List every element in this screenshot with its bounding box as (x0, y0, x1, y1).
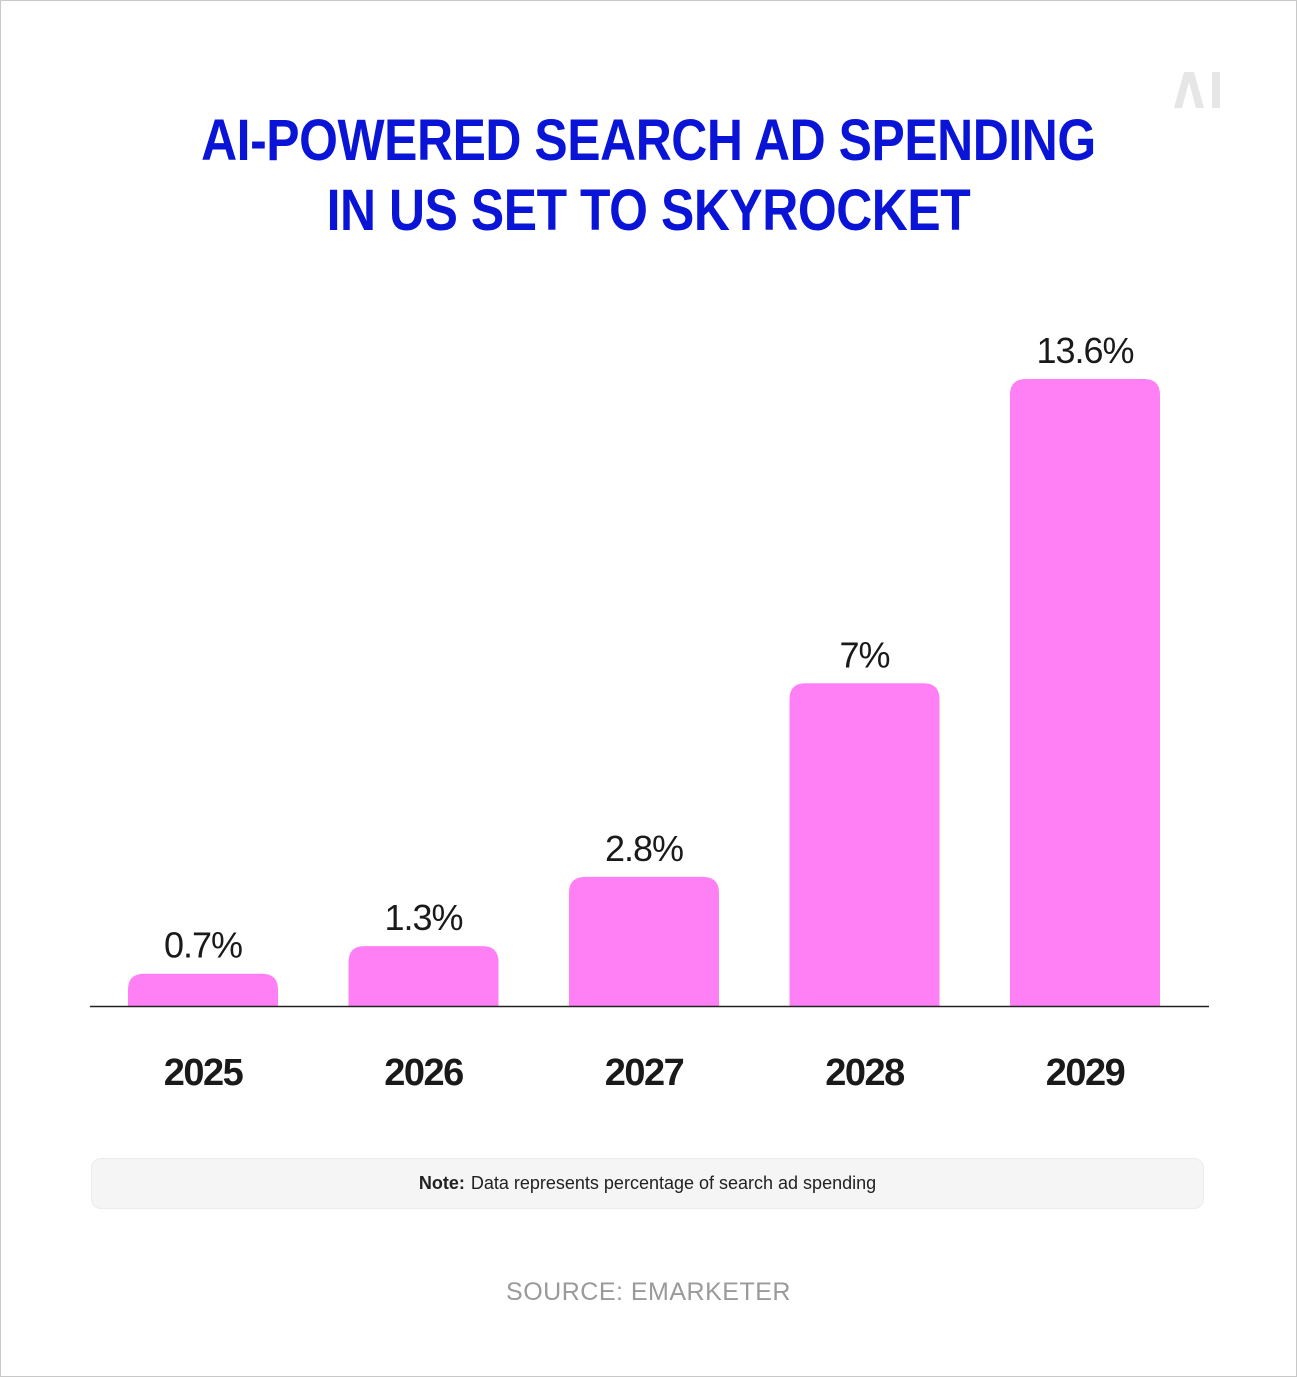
ai-logo-icon (1174, 72, 1220, 108)
value-label-2027: 2.8% (605, 828, 683, 869)
bar-2025 (128, 973, 278, 1006)
note-label: Note: (418, 1173, 465, 1193)
category-label-2027: 2027 (605, 1052, 684, 1094)
value-label-2026: 1.3% (384, 897, 462, 938)
source-label: SOURCE: EMARKETER (506, 1278, 791, 1306)
note-text: Data represents percentage of search ad … (470, 1173, 877, 1193)
category-label-2028: 2028 (825, 1052, 904, 1094)
chart-title: AI-POWERED SEARCH AD SPENDING IN US SET … (91, 106, 1206, 246)
bar-2028 (789, 683, 940, 1006)
value-label-2025: 0.7% (164, 925, 242, 966)
chart-title-line-2: IN US SET TO SKYROCKET (326, 178, 971, 243)
category-label-2029: 2029 (1046, 1052, 1125, 1094)
bar-2027 (569, 876, 719, 1006)
category-label-2025: 2025 (164, 1052, 244, 1094)
bar-chart: 0.7% 2025 1.3% 2026 2.8% 2027 7% 2028 13.6% 2029 (90, 330, 1209, 1094)
chart-title-line-1: AI-POWERED SEARCH AD SPENDING (201, 108, 1096, 173)
value-label-2029: 13.6% (1036, 330, 1133, 371)
bar-2026 (348, 946, 499, 1006)
category-label-2026: 2026 (384, 1052, 463, 1094)
value-label-2028: 7% (839, 634, 889, 675)
note-box: Note: Data represents percentage of sear… (91, 1158, 1204, 1209)
bar-2029 (1010, 379, 1160, 1006)
